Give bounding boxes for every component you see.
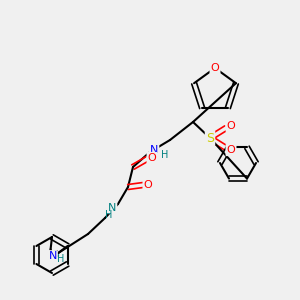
Text: N: N	[48, 251, 57, 261]
Text: O: O	[226, 145, 236, 155]
Text: H: H	[105, 210, 112, 220]
Text: N: N	[108, 203, 116, 213]
Text: N: N	[150, 145, 158, 155]
Text: S: S	[206, 131, 214, 145]
Text: O: O	[226, 121, 236, 131]
Text: O: O	[148, 153, 156, 163]
Text: O: O	[211, 63, 219, 73]
Text: O: O	[144, 180, 152, 190]
Text: H: H	[57, 254, 64, 264]
Text: H: H	[161, 150, 168, 160]
